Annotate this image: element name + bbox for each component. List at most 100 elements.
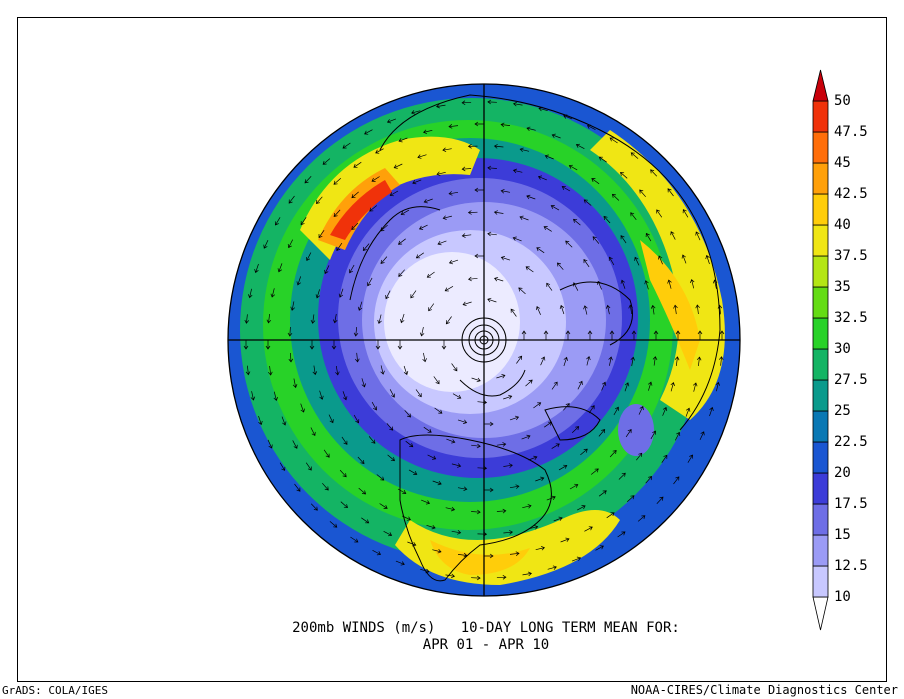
wind-arrow [636, 452, 643, 461]
wind-arrow [598, 429, 606, 437]
wind-arrow [618, 472, 626, 480]
wind-arrow [403, 365, 409, 376]
wind-arrow [496, 575, 507, 580]
wind-arrow [318, 230, 325, 239]
wind-arrow [400, 209, 410, 216]
colorbar-bin [812, 565, 829, 598]
colorbar-bin [812, 193, 829, 226]
colorbar-bin [812, 69, 829, 102]
wind-arrow [536, 247, 545, 254]
wind-arrow [609, 137, 618, 144]
wind-arrow [471, 443, 481, 449]
wind-arrow [244, 314, 249, 324]
wind-arrow [580, 448, 588, 456]
wind-arrow [294, 483, 301, 492]
wind-arrow [305, 462, 312, 471]
wind-arrow [519, 147, 530, 153]
colorbar-bin [812, 503, 829, 536]
colorbar-bin [812, 441, 829, 474]
wind-arrow [637, 515, 646, 522]
wind-arrow [375, 148, 384, 154]
wind-arrow [601, 381, 607, 391]
wind-arrow [719, 330, 725, 340]
wind-arrow [487, 231, 497, 237]
jet-band-east-core [640, 240, 700, 370]
wind-arrow [631, 330, 637, 340]
wind-arrow [630, 152, 639, 159]
polar-core [384, 252, 520, 392]
wind-arrow [432, 480, 442, 486]
wind-arrow [699, 431, 705, 441]
wind-arrow [645, 476, 653, 484]
wind-arrow [432, 548, 442, 554]
wind-arrow [512, 101, 523, 107]
wind-arrow [695, 304, 700, 315]
wind-arrow [446, 438, 456, 444]
wind-arrow [292, 440, 298, 449]
wind-arrow [563, 356, 568, 367]
wind-arrow [379, 503, 388, 509]
wind-arrow [487, 99, 497, 105]
wind-arrow [441, 340, 447, 350]
wind-arrow [561, 185, 571, 192]
wind-arrow [653, 330, 659, 340]
wind-arrow [442, 215, 452, 220]
wind-arrow [608, 356, 613, 366]
colorbar-bin [812, 255, 829, 288]
wind-arrow [500, 256, 511, 261]
wind-arrow [556, 262, 564, 270]
wind-arrow [329, 521, 338, 528]
wind-arrow [287, 239, 294, 249]
wind-arrow [611, 193, 620, 201]
wind-arrow [682, 209, 689, 218]
wind-arrow [290, 301, 295, 311]
wind-arrow [500, 188, 511, 194]
wind-arrow [405, 440, 414, 448]
wind-arrow [573, 218, 581, 226]
wind-arrow [471, 377, 481, 383]
wind-arrow [551, 133, 561, 139]
wind-arrow [300, 217, 307, 226]
wind-arrow [419, 327, 425, 337]
wind-arrow [692, 382, 698, 392]
wind-arrow [565, 330, 571, 340]
wind-arrow [558, 464, 568, 471]
wind-arrow [376, 474, 385, 481]
colorbar-bin [812, 379, 829, 412]
wind-arrow [544, 154, 554, 160]
wind-arrow [656, 496, 664, 504]
wind-arrow [484, 553, 494, 559]
colorbar [812, 69, 829, 631]
wind-arrow [340, 501, 348, 509]
wind-arrow [620, 279, 626, 289]
wind-arrow [689, 278, 695, 289]
wind-arrow [474, 253, 484, 259]
wind-arrow [287, 326, 293, 337]
colorbar-tick-label: 40 [834, 217, 851, 233]
wind-arrow [462, 301, 472, 307]
wind-arrow [547, 565, 557, 570]
wind-arrow [639, 189, 646, 198]
wind-arrow [415, 389, 422, 398]
wind-arrow [644, 280, 649, 290]
wind-arrow [418, 224, 428, 230]
wind-arrow [656, 209, 663, 218]
wind-arrow [674, 431, 681, 441]
pole-vortex [461, 317, 507, 363]
map-title-line1: 200mb WINDS (m/s) 10-DAY LONG TERM MEAN … [292, 620, 680, 636]
wind-arrow [536, 306, 541, 315]
atlantic-minimum [618, 404, 654, 456]
wind-arrow [281, 416, 287, 426]
wind-arrow [422, 352, 427, 363]
wind-arrow [351, 191, 359, 199]
wind-arrow [598, 156, 607, 163]
wind-arrow [457, 486, 468, 492]
wind-arrow [503, 463, 513, 468]
wind-arrow [417, 154, 427, 159]
wind-arrow [461, 166, 472, 172]
wind-arrow [606, 512, 615, 519]
credit-right: NOAA-CIRES/Climate Diagnostics Center [630, 683, 898, 697]
wind-arrow [533, 402, 542, 409]
wind-arrow [353, 161, 362, 168]
colorbar-tick-label: 30 [834, 341, 851, 357]
